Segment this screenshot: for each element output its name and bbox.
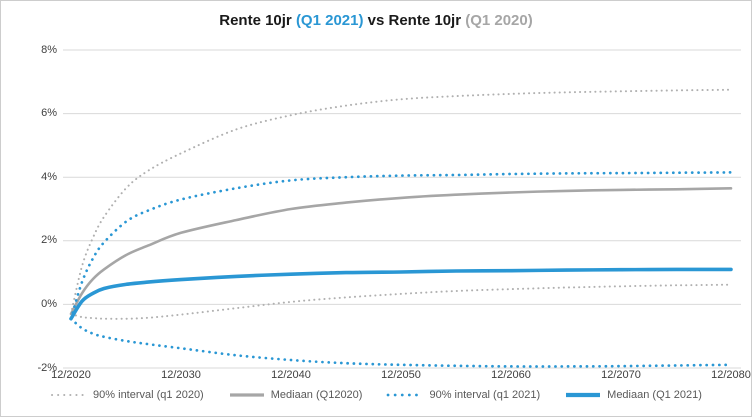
y-tick-0%: 0%	[41, 297, 57, 310]
y-tick-6%: 6%	[41, 107, 57, 120]
x-tick-12-2060: 12/2060	[491, 369, 531, 381]
dotted-line-swatch-icon	[387, 393, 424, 397]
x-tick-12-2070: 12/2070	[601, 369, 641, 381]
legend-label: 90% interval (q1 2021)	[429, 389, 541, 401]
legend-item-mediaan-q12020-: Mediaan (Q12020)	[228, 389, 363, 401]
x-tick-12-2030: 12/2030	[161, 369, 201, 381]
y-tick--2%: -2%	[37, 361, 57, 374]
x-tick-12-2040: 12/2040	[271, 369, 311, 381]
legend-item-mediaan-q1-2021-: Mediaan (Q1 2021)	[564, 389, 702, 401]
y-tick-8%: 8%	[41, 43, 57, 56]
series-line-90-interval-q1-2020-lower	[70, 283, 732, 320]
x-tick-12-2050: 12/2050	[381, 369, 421, 381]
series-line-90-interval-q1-2021-upper	[69, 171, 733, 321]
y-tick-4%: 4%	[41, 170, 57, 183]
y-tick-2%: 2%	[41, 234, 57, 247]
chart-legend: 90% interval (q1 2020) Mediaan (Q12020) 90…	[1, 389, 751, 401]
series-line-mediaan-q1-2021-	[69, 267, 733, 321]
x-tick-12-2080: 12/2080	[711, 369, 751, 381]
legend-label: 90% interval (q1 2020)	[93, 389, 204, 401]
chart-title: Rente 10jr (Q1 2021) vs Rente 10jr (Q1 2…	[1, 12, 751, 29]
title-part-1: (Q1 2021)	[295, 12, 364, 29]
series-line-mediaan-q12020-	[69, 187, 733, 316]
legend-label: Mediaan (Q1 2021)	[607, 389, 702, 401]
dotted-line-swatch-icon	[51, 394, 88, 396]
solid-line-swatch-icon	[229, 393, 264, 397]
legend-item-90-interval-q1-2021-: 90% interval (q1 2021)	[386, 389, 540, 401]
x-tick-12-2020: 12/2020	[51, 369, 91, 381]
series-line-90-interval-q1-2020-upper	[70, 88, 732, 315]
series-line-90-interval-q1-2021-lower	[69, 317, 733, 368]
legend-item-90-interval-q1-2020-: 90% interval (q1 2020)	[50, 389, 204, 401]
title-part-3: (Q1 2020)	[465, 12, 533, 29]
solid-line-swatch-icon	[566, 392, 601, 398]
title-part-2: vs Rente 10jr	[363, 12, 466, 29]
legend-label: Mediaan (Q12020)	[270, 389, 363, 401]
title-part-0: Rente 10jr	[219, 12, 296, 29]
